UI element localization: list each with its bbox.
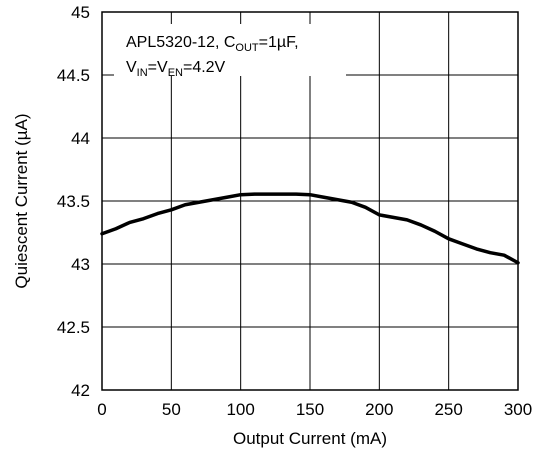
y-tick-label: 43.5 — [57, 192, 90, 211]
x-tick-label: 0 — [97, 400, 106, 419]
x-tick-label: 300 — [504, 400, 532, 419]
tick-labels: 0 50 100 150 200 250 300 42 42.5 43 43.5 44 44.5 45 — [57, 3, 532, 419]
annotation-box: APL5320-12, COUT=1µF, VIN=VEN=4.2V — [114, 24, 346, 79]
annotation-line-1: APL5320-12, COUT=1µF, — [126, 34, 299, 54]
series-layer — [100, 192, 520, 265]
y-tick-label: 45 — [71, 3, 90, 22]
plot-area-border — [101, 11, 519, 391]
x-axis-label: Output Current (mA) — [233, 429, 387, 448]
annotation-line-2: VIN=VEN=4.2V — [126, 59, 226, 79]
y-tick-label: 44 — [71, 129, 90, 148]
y-tick-label: 42 — [71, 381, 90, 400]
y-axis-label: Quiescent Current (µA) — [12, 113, 31, 288]
y-tick-label: 42.5 — [57, 318, 90, 337]
x-tick-label: 50 — [162, 400, 181, 419]
x-tick-label: 200 — [365, 400, 393, 419]
x-tick-label: 100 — [226, 400, 254, 419]
y-tick-label: 44.5 — [57, 66, 90, 85]
x-tick-label: 150 — [296, 400, 324, 419]
x-tick-label: 250 — [434, 400, 462, 419]
annotation-background — [114, 24, 346, 76]
series-line — [100, 192, 520, 265]
y-tick-label: 43 — [71, 255, 90, 274]
